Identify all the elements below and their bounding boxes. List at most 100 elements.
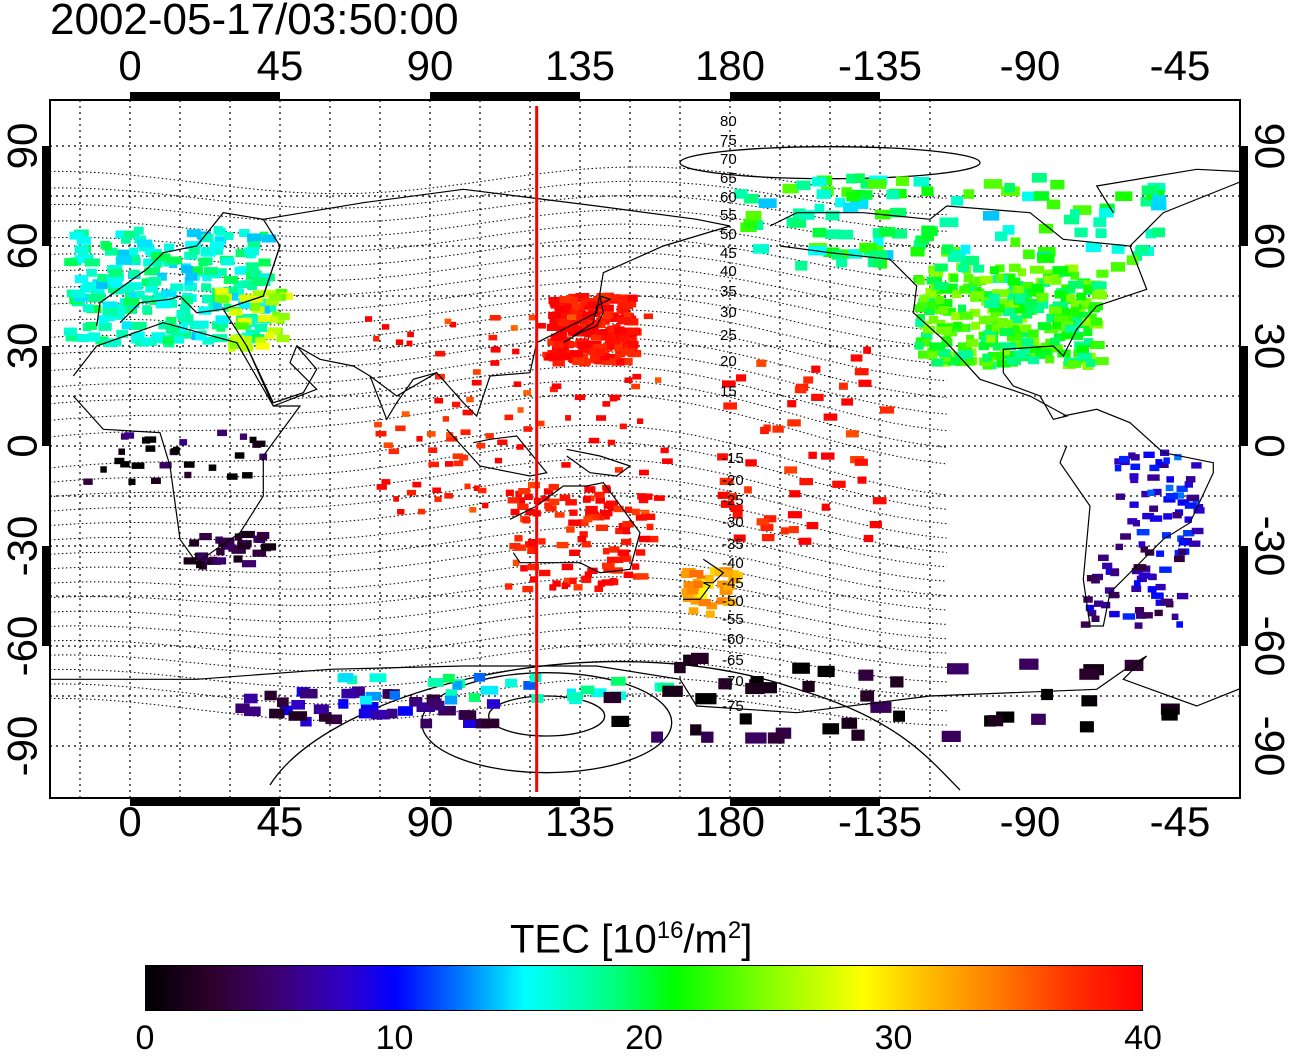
tec-cell: [1184, 481, 1193, 488]
tec-cell: [863, 534, 874, 543]
tec-cell: [1114, 465, 1122, 472]
tec-cell: [619, 423, 627, 430]
tec-cell: [584, 486, 596, 493]
tec-cell: [792, 662, 810, 674]
tec-cell: [714, 569, 727, 577]
tec-cell: [947, 663, 969, 675]
tec-cell: [836, 257, 848, 268]
tec-cell: [1015, 295, 1026, 304]
tec-cell: [216, 548, 225, 556]
tec-cell: [215, 315, 230, 324]
tec-cell: [690, 597, 700, 605]
tec-cell: [522, 585, 534, 593]
magnetic-contour: [50, 475, 947, 539]
colorbar: [145, 965, 1143, 1011]
tec-cell: [693, 580, 703, 588]
tec-cell: [1140, 546, 1148, 553]
magnetic-contour: [50, 559, 947, 611]
tec-cell: [978, 316, 990, 325]
tec-cell: [616, 326, 625, 332]
tec-cell: [1143, 451, 1155, 458]
tec-cell: [1025, 307, 1035, 315]
tec-cell: [108, 268, 122, 277]
magnetic-contour: [50, 659, 947, 697]
left-lat-label: -90: [0, 715, 45, 777]
tec-cell: [921, 186, 934, 197]
tec-cell: [485, 433, 494, 439]
tec-cell: [821, 503, 830, 511]
tec-cell: [398, 706, 413, 716]
tec-cell: [1160, 598, 1173, 605]
tec-cell: [188, 246, 200, 255]
tec-cell: [723, 598, 738, 606]
tec-cell: [984, 299, 1000, 308]
tec-cell: [728, 574, 738, 582]
coastline: [222, 188, 731, 418]
tec-cell: [966, 339, 979, 348]
tec-cell: [857, 476, 867, 484]
tec-cell: [917, 302, 926, 311]
tec-cell: [767, 732, 785, 744]
tec-cell: [1133, 564, 1147, 571]
tec-cell: [992, 323, 1003, 332]
tec-cell: [434, 496, 442, 502]
tec-cell: [173, 446, 180, 454]
tec-cell: [1171, 613, 1179, 620]
tec-cell: [1007, 320, 1023, 329]
tec-cell: [627, 294, 638, 302]
tec-cell: [462, 409, 473, 416]
tec-cell: [199, 533, 212, 541]
tec-cell: [937, 299, 953, 308]
tec-cell: [983, 179, 1003, 189]
tec-cell: [674, 662, 686, 674]
tec-cell: [994, 231, 1008, 242]
tec-cell: [567, 314, 577, 321]
tec-cell: [445, 461, 454, 467]
tec-cell: [401, 411, 410, 417]
tec-cell: [825, 229, 841, 239]
tec-cell: [863, 346, 871, 354]
tec-cell: [1070, 304, 1083, 313]
tec-cell: [636, 573, 649, 580]
tec-cell: [808, 451, 817, 459]
tec-cell: [588, 301, 602, 310]
tec-cell: [452, 401, 461, 408]
map-grid: [50, 100, 1240, 798]
tec-cell: [84, 258, 100, 267]
tec-cell: [1178, 549, 1186, 556]
tec-cell: [1002, 308, 1017, 317]
tec-cell: [428, 698, 442, 708]
tec-cell: [1038, 223, 1054, 234]
tec-cell: [527, 563, 539, 571]
tec-cell: [860, 690, 875, 702]
contour-label: -35: [722, 536, 744, 553]
tec-cell: [251, 277, 267, 286]
tec-cell: [561, 563, 574, 571]
tec-cell: [1130, 463, 1141, 470]
tec-cell: [931, 358, 944, 367]
tec-cell: [118, 448, 125, 455]
tec-cell: [444, 318, 452, 325]
magnetic-contour: [50, 365, 947, 432]
tec-cell: [910, 246, 925, 257]
tec-cell: [787, 400, 797, 408]
tec-cell: [1010, 315, 1023, 324]
tec-cell: [780, 527, 789, 535]
tec-cell: [854, 458, 868, 466]
tec-cell: [1010, 237, 1021, 247]
tec-cell: [563, 577, 572, 585]
tec-cell: [567, 692, 583, 701]
tec-cell: [114, 457, 125, 465]
tec-cell: [660, 447, 669, 454]
tec-cell: [1068, 280, 1084, 289]
tec-cell: [745, 682, 765, 695]
tec-cell: [1067, 359, 1082, 368]
tec-cell: [1147, 489, 1155, 496]
tec-cell: [957, 264, 969, 273]
tec-cell: [228, 292, 238, 301]
tec-cell: [88, 294, 103, 303]
tec-cell: [178, 330, 191, 339]
tec-cell: [614, 467, 624, 473]
tec-cell: [602, 548, 610, 555]
tec-cell: [963, 189, 975, 199]
